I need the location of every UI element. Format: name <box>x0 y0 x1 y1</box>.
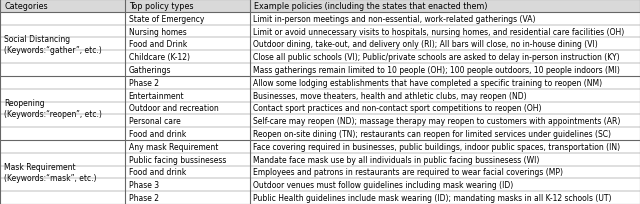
Text: Close all public schools (VI); Public/private schools are asked to delay in-pers: Close all public schools (VI); Public/pr… <box>253 53 620 62</box>
Text: Businesses, move theaters, health and athletic clubs, may reopen (ND): Businesses, move theaters, health and at… <box>253 91 527 100</box>
Text: Top policy types: Top policy types <box>129 2 194 11</box>
Text: Employees and patrons in restaurants are required to wear facial coverings (MP): Employees and patrons in restaurants are… <box>253 168 563 177</box>
Text: Public facing bussinesess: Public facing bussinesess <box>129 155 226 164</box>
Bar <box>0 140 125 204</box>
Bar <box>0 13 125 76</box>
Text: Limit in-person meetings and non-essential, work-related gatherings (VA): Limit in-person meetings and non-essenti… <box>253 15 535 24</box>
Text: Personal care: Personal care <box>129 117 180 126</box>
Text: Categories: Categories <box>4 2 48 11</box>
Text: Mask Requirement
(Keywords:“mask”, etc.): Mask Requirement (Keywords:“mask”, etc.) <box>4 162 97 182</box>
Text: Outdoor dining, take-out, and delivery only (RI); All bars will close, no in-hou: Outdoor dining, take-out, and delivery o… <box>253 40 598 49</box>
Text: Face covering required in businesses, public buildings, indoor public spaces, tr: Face covering required in businesses, pu… <box>253 142 620 151</box>
Text: Food and drink: Food and drink <box>129 168 186 177</box>
Text: Allow some lodging establishments that have completed a specific training to reo: Allow some lodging establishments that h… <box>253 78 602 87</box>
Text: Childcare (K-12): Childcare (K-12) <box>129 53 189 62</box>
Bar <box>0 76 125 140</box>
Text: State of Emergency: State of Emergency <box>129 15 204 24</box>
Text: Nursing homes: Nursing homes <box>129 27 186 36</box>
Text: Social Distancing
(Keywords:“gather”, etc.): Social Distancing (Keywords:“gather”, et… <box>4 35 102 54</box>
Text: Limit or avoid unnecessary visits to hospitals, nursing homes, and residential c: Limit or avoid unnecessary visits to hos… <box>253 27 624 36</box>
Text: Reopening
(Keywords:“reopen”, etc.): Reopening (Keywords:“reopen”, etc.) <box>4 99 102 118</box>
Bar <box>0 0 640 13</box>
Text: Contact sport practices and non-contact sport competitions to reopen (OH): Contact sport practices and non-contact … <box>253 104 541 113</box>
Text: Example policies (including the states that enacted them): Example policies (including the states t… <box>254 2 488 11</box>
Text: Mandate face mask use by all individuals in public facing bussinesess (WI): Mandate face mask use by all individuals… <box>253 155 539 164</box>
Text: Entertainment: Entertainment <box>129 91 184 100</box>
Text: Phase 2: Phase 2 <box>129 78 159 87</box>
Text: Public Health guidelines include mask wearing (ID); mandating masks in all K-12 : Public Health guidelines include mask we… <box>253 193 611 202</box>
Text: Gatherings: Gatherings <box>129 66 171 75</box>
Text: Self-care may reopen (ND); massage therapy may reopen to customers with appointm: Self-care may reopen (ND); massage thera… <box>253 117 620 126</box>
Text: Reopen on-site dining (TN); restaurants can reopen for limited services under gu: Reopen on-site dining (TN); restaurants … <box>253 129 611 138</box>
Text: Phase 2: Phase 2 <box>129 193 159 202</box>
Text: Outdoor and recreation: Outdoor and recreation <box>129 104 218 113</box>
Text: Mass gatherings remain limited to 10 people (OH); 100 people outdoors, 10 people: Mass gatherings remain limited to 10 peo… <box>253 66 620 75</box>
Text: Food and drink: Food and drink <box>129 129 186 138</box>
Text: Food and Drink: Food and Drink <box>129 40 187 49</box>
Text: Outdoor venues must follow guidelines including mask wearing (ID): Outdoor venues must follow guidelines in… <box>253 180 513 189</box>
Text: Phase 3: Phase 3 <box>129 180 159 189</box>
Text: Any mask Requirement: Any mask Requirement <box>129 142 218 151</box>
